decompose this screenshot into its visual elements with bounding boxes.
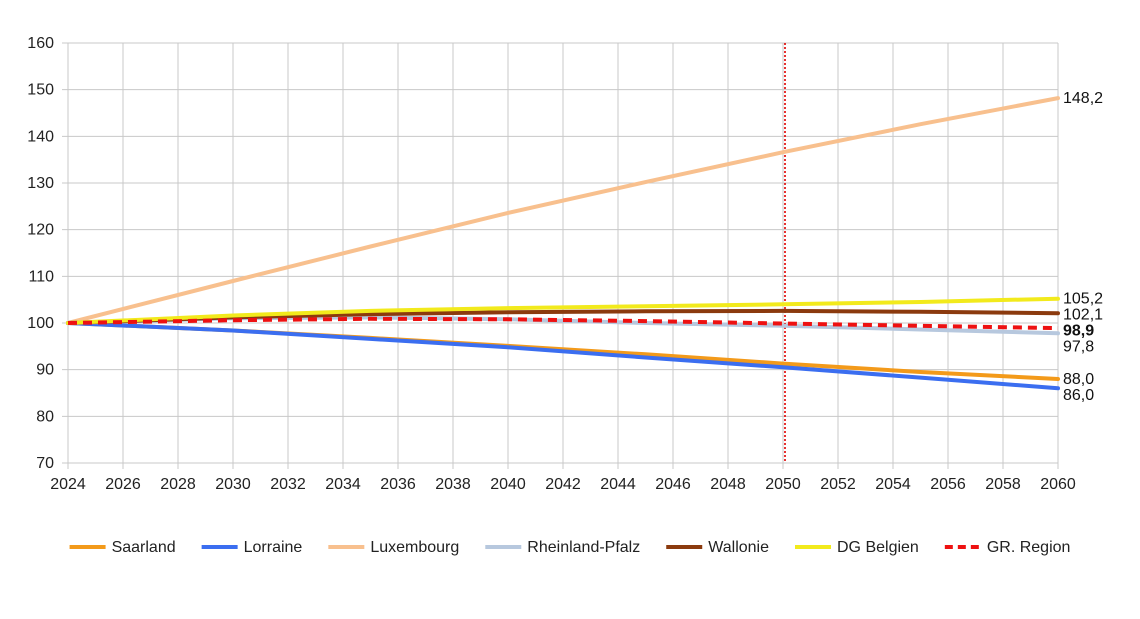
y-tick-label: 90 — [36, 362, 54, 379]
legend-label: Luxembourg — [370, 539, 459, 556]
x-tick-label: 2036 — [380, 476, 416, 493]
x-tick-label: 2026 — [105, 476, 141, 493]
legend-label: Rheinland-Pfalz — [527, 539, 640, 556]
end-label-luxembourg: 148,2 — [1063, 90, 1103, 107]
end-label-dg-belgien: 105,2 — [1063, 291, 1103, 308]
x-tick-label: 2048 — [710, 476, 746, 493]
y-tick-label: 100 — [27, 315, 54, 332]
y-tick-label: 110 — [28, 268, 54, 285]
x-tick-label: 2038 — [435, 476, 471, 493]
x-tick-label: 2042 — [545, 476, 581, 493]
series-line-gr-region — [67, 316, 1059, 331]
series-line-wallonie — [66, 308, 1060, 325]
x-tick-label: 2056 — [930, 476, 966, 493]
grid — [62, 42, 1059, 469]
legend-label: Saarland — [112, 539, 176, 556]
x-tick-label: 2040 — [490, 476, 526, 493]
legend-label: GR. Region — [987, 539, 1071, 556]
x-tick-label: 2030 — [215, 476, 251, 493]
series-line-dg-belgien — [66, 296, 1060, 325]
x-tick-label: 2032 — [270, 476, 306, 493]
end-label-gr-region: 98,9 — [1063, 323, 1094, 340]
end-label-rheinland-pfalz: 97,8 — [1063, 339, 1094, 356]
x-tick-label: 2046 — [655, 476, 691, 493]
y-tick-label: 80 — [36, 408, 54, 425]
x-tick-label: 2024 — [50, 476, 86, 493]
y-tick-label: 140 — [27, 128, 54, 145]
x-tick-label: 2050 — [765, 476, 801, 493]
x-tick-label: 2060 — [1040, 476, 1076, 493]
x-tick-label: 2044 — [600, 476, 636, 493]
series-line-lorraine — [66, 321, 1060, 391]
end-label-wallonie: 102,1 — [1063, 307, 1103, 324]
x-tick-label: 2052 — [820, 476, 856, 493]
series-group — [66, 96, 1060, 391]
legend: Saarland Lorraine Luxembourg Rheinland-Pfal… — [69, 539, 1071, 556]
x-tick-label: 2028 — [160, 476, 196, 493]
legend-label: Wallonie — [708, 539, 769, 556]
series-line-luxembourg — [66, 96, 1060, 325]
x-tick-label: 2058 — [985, 476, 1021, 493]
x-axis: 2024 2026 2028 2030 2032 2034 2036 2038 2040 2042… — [50, 476, 1076, 493]
y-tick-label: 160 — [27, 35, 54, 52]
x-tick-label: 2054 — [875, 476, 911, 493]
y-tick-label: 120 — [27, 222, 54, 239]
end-label-saarland: 88,0 — [1063, 371, 1094, 388]
legend-label: Lorraine — [244, 539, 303, 556]
y-tick-label: 150 — [27, 82, 54, 99]
y-tick-label: 130 — [27, 175, 54, 192]
x-tick-label: 2034 — [325, 476, 361, 493]
y-axis: 70 80 90 100 110 120 130 140 150 160 — [27, 35, 54, 472]
y-tick-label: 70 — [36, 455, 54, 472]
legend-label: DG Belgien — [837, 539, 919, 556]
end-label-lorraine: 86,0 — [1063, 387, 1094, 404]
